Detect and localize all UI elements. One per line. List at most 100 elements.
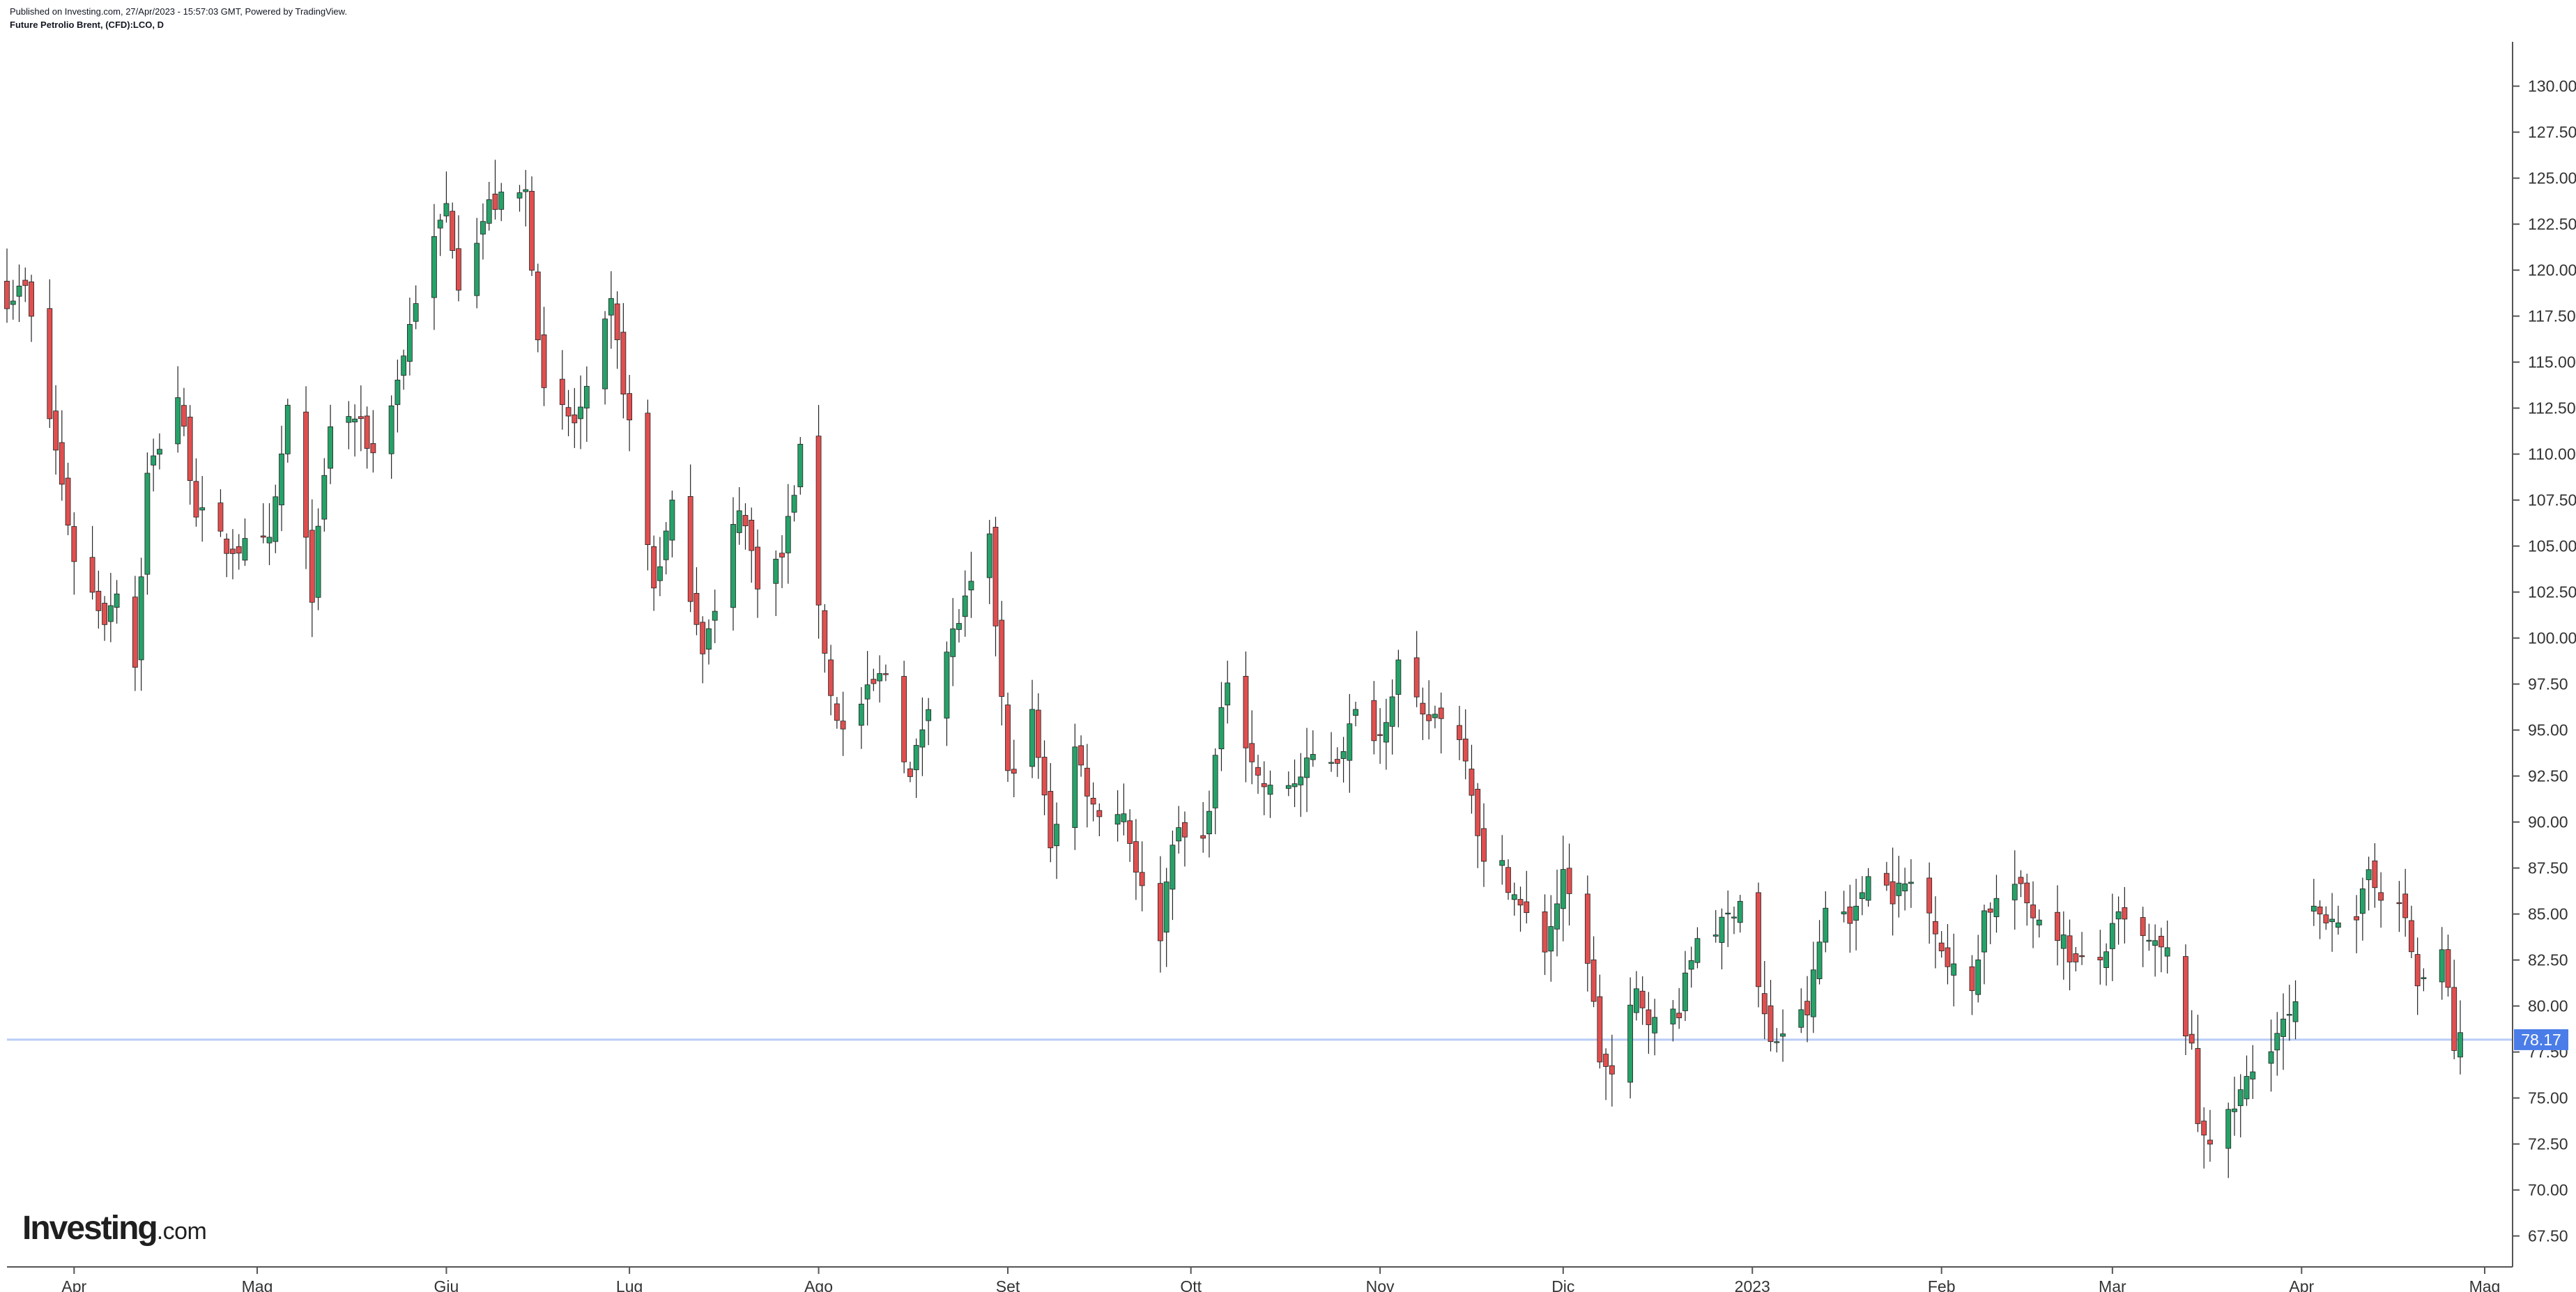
candle-body <box>2207 1139 2213 1145</box>
candle-body <box>2317 906 2323 915</box>
candle-body <box>401 355 407 376</box>
candle-body <box>877 673 883 682</box>
candle-body <box>1853 905 1859 921</box>
x-tick-label: Mag <box>2469 1277 2501 1292</box>
candle-body <box>2244 1076 2250 1100</box>
candle-body <box>2354 916 2359 921</box>
candle-body <box>1084 767 1090 797</box>
candle-body <box>2396 902 2402 905</box>
candle-body <box>749 519 755 551</box>
candle-body <box>53 410 59 451</box>
candle-body <box>456 248 461 291</box>
candle-body <box>1304 757 1310 778</box>
candle-body <box>1804 1001 1810 1015</box>
candle-body <box>10 300 16 305</box>
candle-body <box>2414 954 2421 987</box>
y-tick-label: 90.00 <box>2528 813 2568 831</box>
candle-body <box>2079 955 2085 958</box>
candle-body <box>2011 884 2018 900</box>
candle-body <box>913 745 919 771</box>
candle-body <box>1072 746 1078 829</box>
candle-body <box>1823 907 1829 943</box>
candle-body <box>797 443 804 488</box>
candle-body <box>1249 743 1255 762</box>
candle-body <box>1517 899 1524 906</box>
candle-body <box>2286 1014 2292 1016</box>
instrument-title: Future Petrolio Brent, (CFD):LCO, D <box>10 20 164 30</box>
y-tick-label: 107.50 <box>2528 491 2576 509</box>
candle-body <box>2122 907 2128 920</box>
candle-body <box>907 768 913 777</box>
x-tick-label: Mag <box>242 1277 273 1292</box>
candle-body <box>1554 903 1560 930</box>
candle-body <box>529 190 535 271</box>
candle-body <box>871 679 877 684</box>
candle-body <box>492 193 498 210</box>
published-note: Published on Investing.com, 27/Apr/2023 … <box>10 6 347 17</box>
candle-body <box>791 495 797 513</box>
candle-body <box>230 548 236 554</box>
candle-body <box>1334 759 1340 764</box>
candle-body <box>1200 835 1206 839</box>
candle-body <box>2146 939 2152 942</box>
candle-body <box>926 709 932 721</box>
candle-body <box>1243 675 1249 748</box>
x-tick-label: Giu <box>434 1277 459 1292</box>
candle-body <box>1694 938 1701 963</box>
candle-body <box>516 192 523 199</box>
candle-body <box>1029 709 1035 767</box>
candle-body <box>303 411 309 538</box>
y-tick-label: 95.00 <box>2528 721 2568 739</box>
candle-body <box>266 537 273 544</box>
x-tick-label: Ago <box>804 1277 833 1292</box>
last-price-label: 78.17 <box>2521 1031 2561 1049</box>
y-tick-label: 105.00 <box>2528 537 2576 555</box>
candle-body <box>1285 785 1291 789</box>
candle-body <box>1889 881 1896 905</box>
candle-body <box>2402 893 2409 918</box>
candle-body <box>2188 1033 2195 1044</box>
candle-body <box>1432 714 1438 718</box>
y-tick-label: 102.50 <box>2528 583 2576 601</box>
candle-body <box>89 557 95 593</box>
candle-body <box>2109 923 2115 949</box>
candle-body <box>2421 977 2427 979</box>
candle-body <box>1633 988 1639 1013</box>
candle-body <box>181 405 187 426</box>
candle-body <box>2409 920 2414 953</box>
candle-body <box>1438 707 1444 719</box>
candle-body <box>22 279 29 286</box>
candle-body <box>1377 734 1383 736</box>
candle-body <box>2237 1089 2244 1107</box>
candle-body <box>901 676 907 762</box>
candle-body <box>1212 755 1218 808</box>
x-tick-label: Feb <box>1928 1277 1956 1292</box>
candle-body <box>2097 957 2103 960</box>
candle-body <box>1096 810 1103 817</box>
candle-body <box>2439 949 2445 983</box>
candle-body <box>1969 966 1975 992</box>
candle-body <box>1511 894 1517 900</box>
candle-body <box>2201 1121 2207 1136</box>
candle-body <box>2183 956 2188 1037</box>
candle-body <box>706 628 712 650</box>
candle-body <box>1902 883 1908 891</box>
candles-layer <box>4 160 2463 1178</box>
candle-body <box>2232 1108 2237 1112</box>
logo-suffix-text: .com <box>156 1218 207 1245</box>
candle-body <box>2030 905 2036 918</box>
candle-body <box>2036 919 2042 925</box>
candle-body <box>2458 1032 2463 1058</box>
candle-body <box>29 282 34 317</box>
candle-body <box>187 417 193 482</box>
x-tick-label: Mar <box>2099 1277 2126 1292</box>
candle-body <box>1475 789 1481 836</box>
candle-body <box>193 481 199 518</box>
candle-body <box>559 378 565 406</box>
y-tick-label: 100.00 <box>2528 629 2576 647</box>
candle-body <box>431 236 437 298</box>
candle-body <box>352 418 358 422</box>
candle-body <box>1163 882 1170 933</box>
candle-body <box>1627 1004 1634 1083</box>
